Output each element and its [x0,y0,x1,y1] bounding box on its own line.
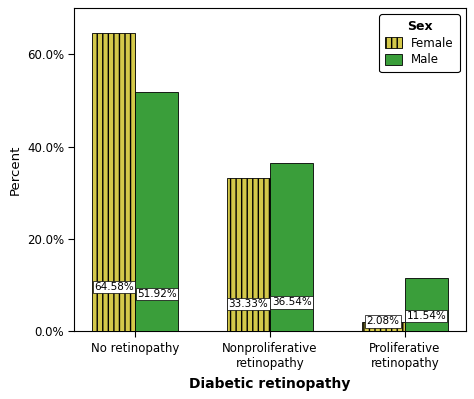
Text: 64.58%: 64.58% [94,282,134,292]
Text: 11.54%: 11.54% [406,311,446,321]
Text: 2.08%: 2.08% [367,316,400,326]
X-axis label: Diabetic retinopathy: Diabetic retinopathy [189,377,351,391]
Text: 33.33%: 33.33% [228,299,268,309]
Bar [92,34,135,331]
Bar [405,278,448,331]
Legend: Female, Male: Female, Male [379,14,460,72]
Text: 36.54%: 36.54% [272,297,311,307]
Y-axis label: Percent: Percent [9,144,21,195]
Bar [362,322,405,331]
Bar [227,178,270,331]
Text: 51.92%: 51.92% [137,289,177,299]
Bar [270,163,313,331]
Bar [135,92,178,331]
